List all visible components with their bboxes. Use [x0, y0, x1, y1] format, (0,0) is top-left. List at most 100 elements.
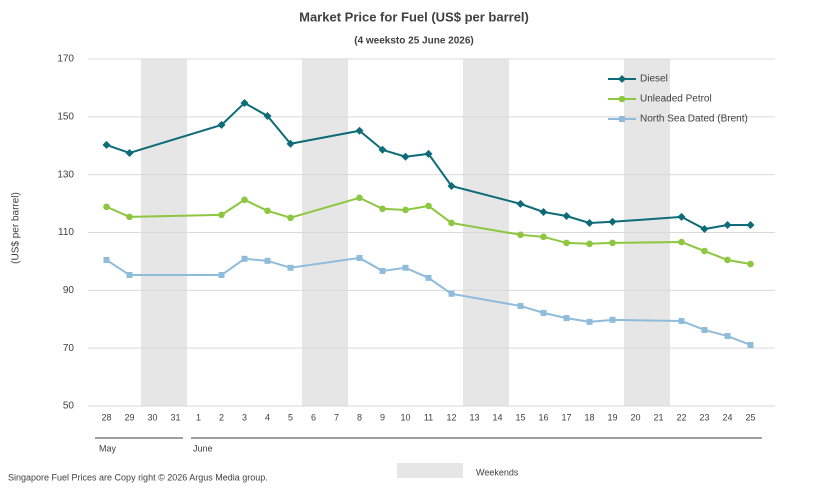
- point: [540, 309, 547, 316]
- point: [724, 333, 731, 340]
- x-tick-label: 28: [101, 412, 111, 422]
- x-tick-label: 23: [699, 412, 709, 422]
- y-tick-label: 170: [57, 54, 74, 65]
- point: [448, 290, 455, 297]
- x-tick-label: 11: [424, 412, 433, 422]
- point: [516, 199, 525, 208]
- point: [356, 194, 363, 202]
- x-tick-label: 8: [357, 412, 362, 422]
- y-tick-label: 90: [63, 285, 75, 296]
- x-tick-label: 2: [219, 412, 224, 422]
- x-tick-label: 3: [242, 412, 247, 422]
- chart-title: Market Price for Fuel (US$ per barrel): [299, 9, 529, 24]
- point: [402, 264, 409, 271]
- point: [355, 126, 364, 135]
- legend-label: North Sea Dated (Brent): [640, 114, 748, 125]
- point: [264, 257, 271, 264]
- x-tick-label: 17: [561, 412, 571, 422]
- point: [401, 152, 410, 161]
- point: [563, 239, 570, 247]
- point: [563, 315, 570, 322]
- point: [447, 181, 456, 190]
- point: [287, 214, 294, 222]
- x-tick-label: 29: [124, 412, 134, 422]
- point: [539, 207, 548, 216]
- series-line: [106, 101, 751, 231]
- point: [263, 111, 272, 120]
- month-label: May: [99, 443, 117, 453]
- weekend-legend-swatch: [397, 463, 463, 478]
- x-tick-label: 6: [311, 412, 316, 422]
- point: [102, 140, 111, 149]
- chart-subtitle: (4 weeksto 25 June 2026): [354, 36, 474, 47]
- x-tick-label: 10: [400, 412, 410, 422]
- point: [125, 148, 134, 157]
- x-tick-label: 30: [147, 412, 157, 422]
- weekend-legend-label: Weekends: [476, 467, 519, 477]
- point: [609, 239, 616, 247]
- y-tick-label: 70: [63, 343, 75, 354]
- series-line: [106, 196, 751, 266]
- point: [424, 149, 433, 158]
- point: [618, 95, 626, 103]
- x-tick-label: 25: [745, 412, 755, 422]
- y-tick-label: 110: [58, 227, 74, 238]
- point: [747, 260, 754, 268]
- x-tick-label: 5: [288, 412, 293, 422]
- point: [379, 267, 386, 274]
- point: [264, 207, 271, 215]
- point: [425, 202, 432, 210]
- point: [562, 212, 571, 221]
- x-tick-label: 31: [170, 412, 180, 422]
- point: [677, 212, 686, 221]
- point: [402, 206, 409, 214]
- point: [287, 264, 294, 271]
- point: [378, 145, 387, 154]
- point: [618, 75, 626, 83]
- footer: Singapore Fuel Prices are Copy right © 2…: [8, 472, 268, 482]
- point: [241, 255, 248, 262]
- y-tick-label: 130: [57, 169, 74, 180]
- point: [608, 217, 617, 226]
- point: [218, 272, 225, 279]
- point: [356, 254, 363, 261]
- x-tick-label: 13: [469, 412, 479, 422]
- x-tick-label: 16: [538, 412, 548, 422]
- point: [241, 196, 248, 204]
- x-tick-label: 15: [515, 412, 525, 422]
- point: [724, 256, 731, 264]
- x-tick-label: 19: [607, 412, 617, 422]
- point: [425, 274, 432, 281]
- y-tick-label: 50: [63, 401, 75, 412]
- point: [218, 211, 225, 219]
- month-label: June: [193, 443, 213, 453]
- point: [701, 326, 708, 333]
- x-tick-label: 18: [584, 412, 594, 422]
- x-tick-label: 21: [653, 412, 663, 422]
- legend-label: Diesel: [640, 74, 668, 85]
- point: [103, 256, 110, 263]
- x-tick-label: 22: [676, 412, 686, 422]
- point: [448, 219, 455, 227]
- point: [517, 302, 524, 309]
- point: [126, 272, 133, 279]
- x-tick-label: 9: [380, 412, 385, 422]
- x-tick-label: 14: [492, 412, 502, 422]
- point: [619, 116, 625, 122]
- point: [586, 318, 593, 325]
- point: [286, 139, 295, 148]
- point: [746, 220, 755, 229]
- point: [517, 231, 524, 239]
- x-tick-label: 7: [334, 412, 339, 422]
- series-line: [105, 256, 751, 346]
- point: [678, 238, 685, 246]
- point: [126, 213, 133, 221]
- point: [540, 233, 547, 241]
- point: [678, 317, 685, 324]
- x-tick-label: 4: [265, 412, 270, 422]
- x-tick-label: 12: [446, 412, 456, 422]
- point: [240, 98, 249, 107]
- point: [217, 120, 226, 129]
- x-tick-label: 20: [630, 412, 640, 422]
